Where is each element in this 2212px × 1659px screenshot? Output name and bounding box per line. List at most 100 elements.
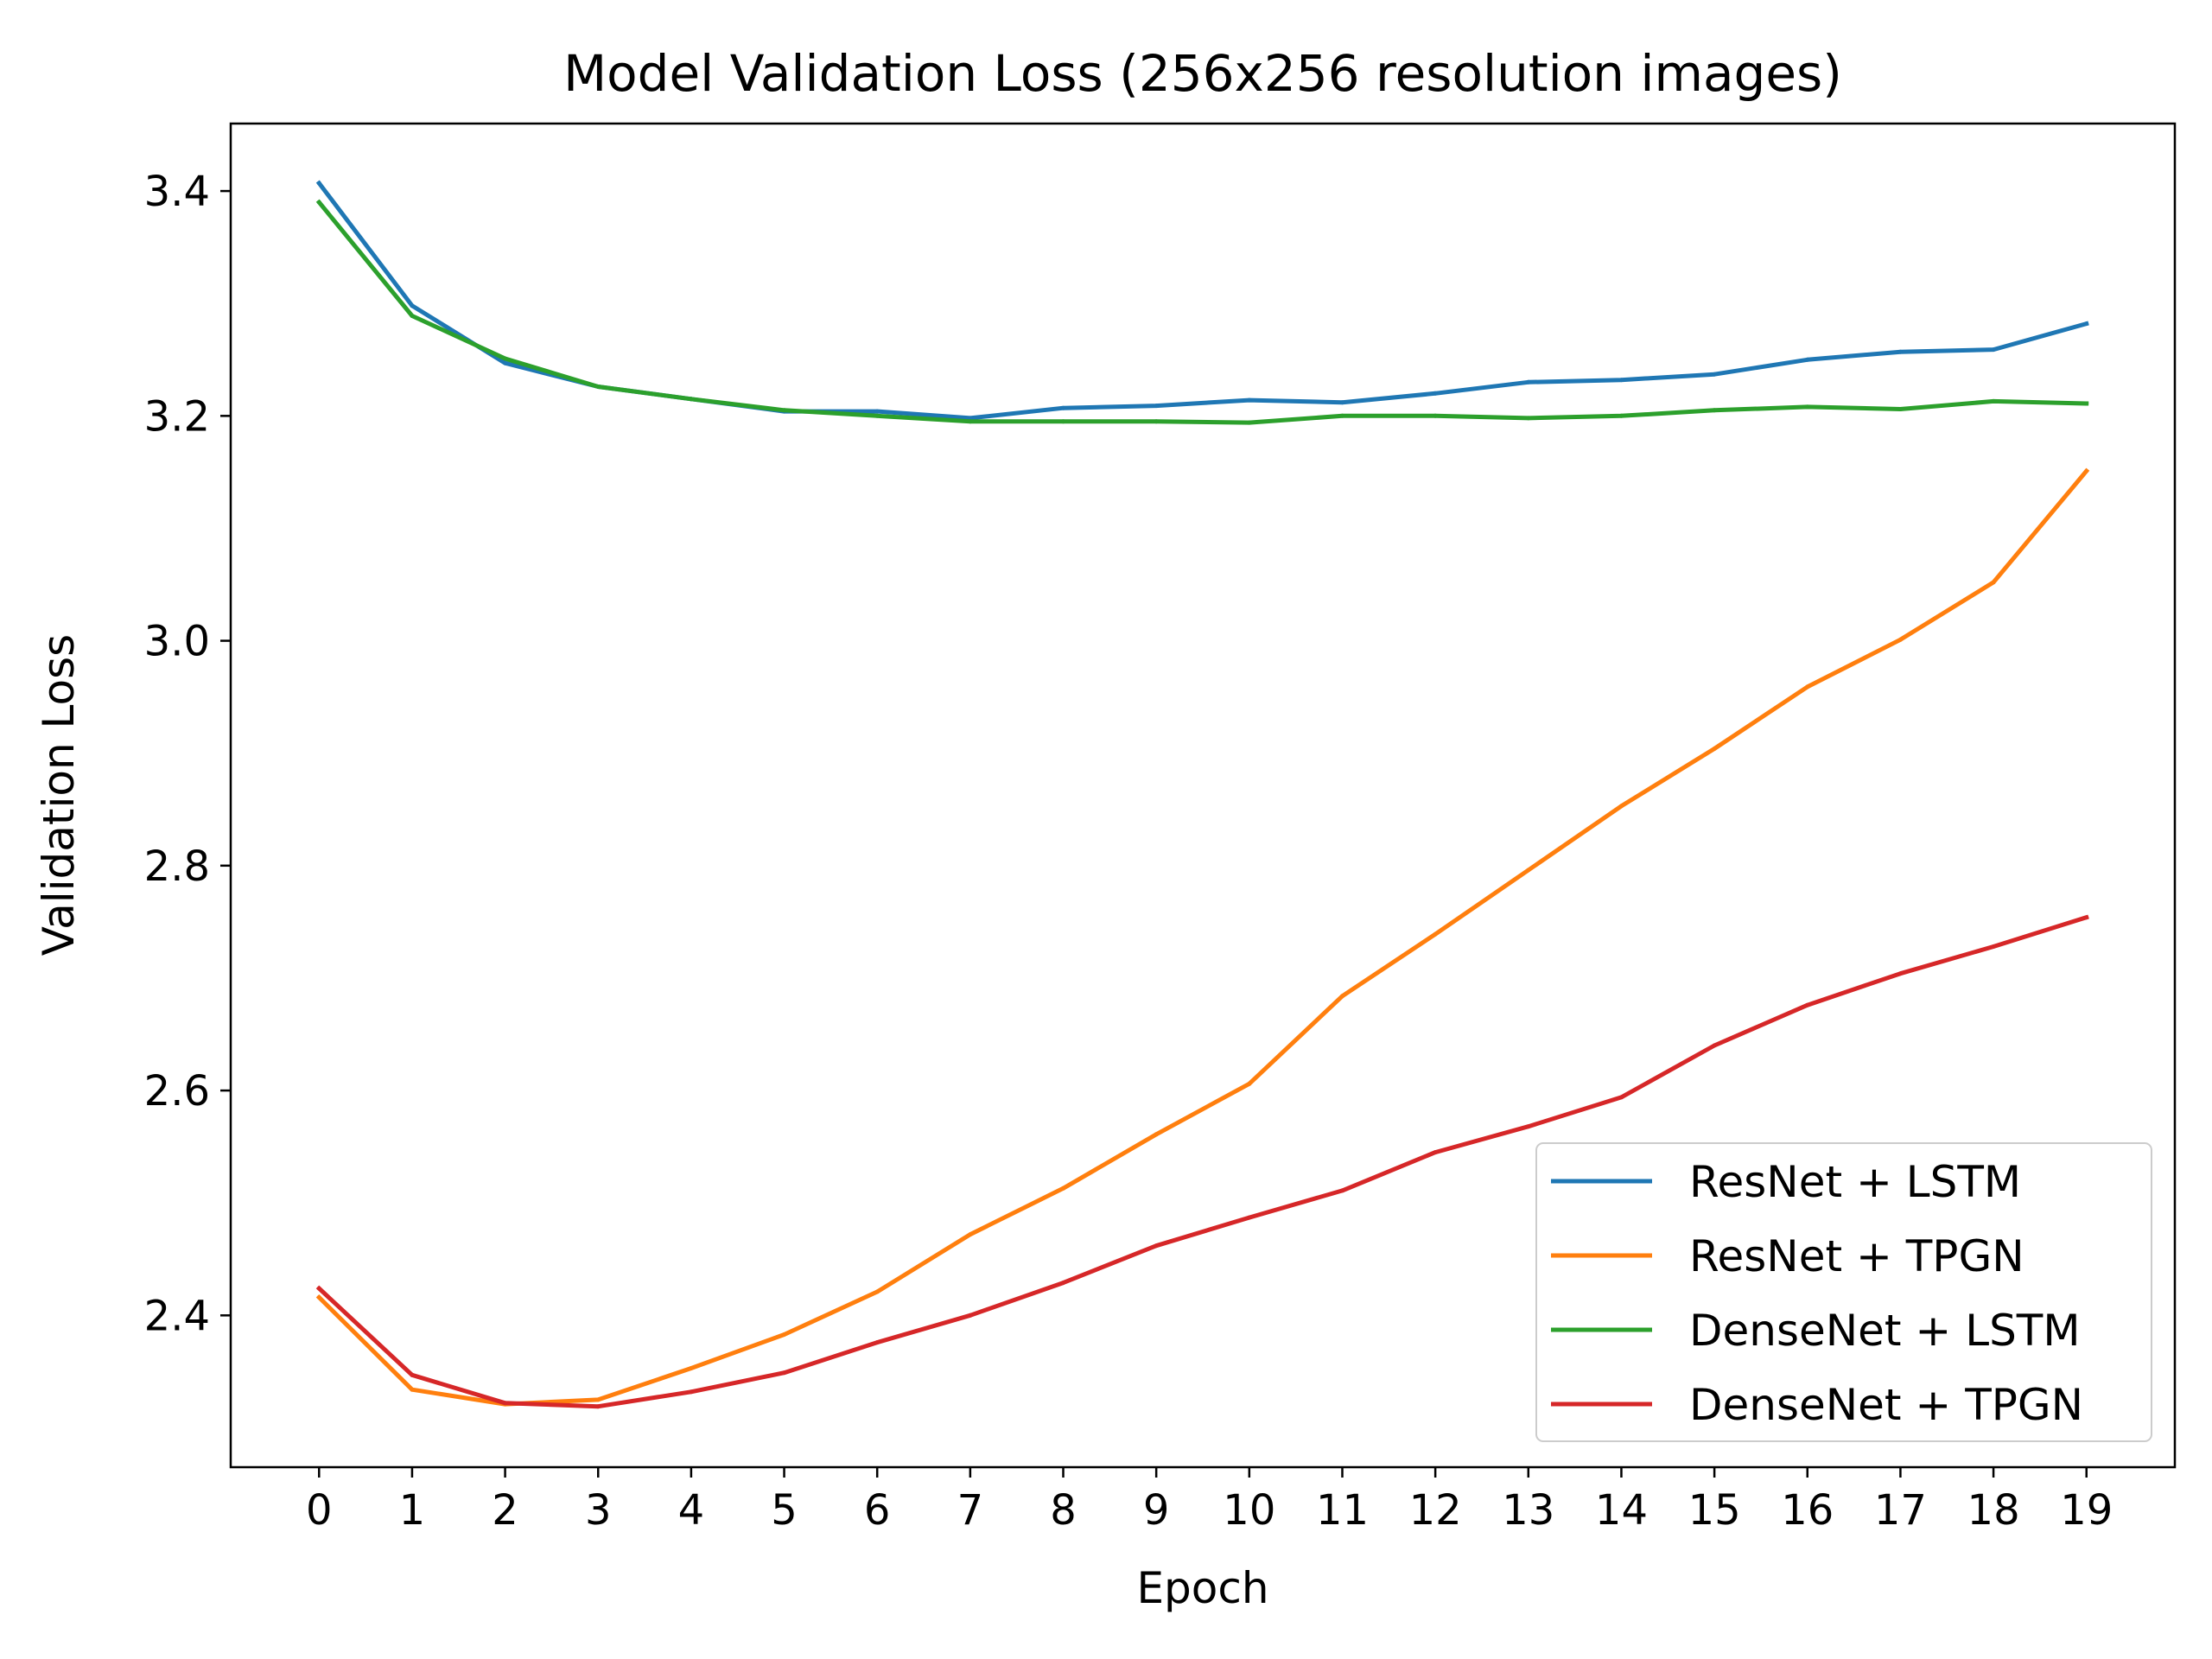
data-point-resnet-tpgn-16 [1805,684,1810,690]
data-point-densenet-lstm-16 [1805,404,1810,410]
y-axis: 2.4 2.6 2.8 3.0 3.2 3.4 [144,168,231,1340]
x-tick-label: 0 [306,1486,333,1535]
data-point-densenet-tpgn-9 [1154,1243,1159,1249]
data-point-resnet-tpgn-6 [874,1289,880,1294]
x-tick-label: 11 [1316,1486,1369,1535]
data-point-resnet-tpgn-13 [1526,868,1531,873]
data-point-densenet-tpgn-12 [1433,1150,1438,1155]
data-point-resnet-tpgn-8 [1061,1185,1065,1191]
data-point-densenet-lstm-10 [1247,420,1252,425]
data-point-resnet-tpgn-3 [595,1397,601,1402]
data-point-resnet-tpgn-14 [1618,804,1624,809]
data-point-densenet-tpgn-1 [410,1372,415,1377]
data-point-resnet-tpgn-1 [410,1387,415,1392]
x-axis-label: Epoch [1136,1563,1268,1613]
data-point-resnet-lstm-1 [410,303,415,308]
data-point-resnet-lstm-2 [503,360,508,365]
y-axis-label: Validation Loss [34,634,84,956]
data-point-resnet-tpgn-0 [316,1295,321,1300]
series-line-densenet-tpgn [315,914,2089,1409]
data-point-densenet-tpgn-13 [1526,1124,1531,1129]
data-point-resnet-tpgn-4 [689,1366,694,1370]
data-point-densenet-tpgn-4 [689,1389,694,1395]
x-tick-label: 17 [1874,1486,1927,1535]
x-tick-label: 5 [771,1486,798,1535]
data-point-densenet-lstm-12 [1433,413,1438,418]
data-point-densenet-lstm-5 [782,408,787,413]
data-point-resnet-lstm-14 [1618,378,1624,383]
data-point-densenet-lstm-3 [595,385,601,389]
x-tick-label: 18 [1967,1486,2020,1535]
data-point-resnet-lstm-7 [968,416,973,421]
data-point-resnet-tpgn-18 [1991,580,1996,585]
x-tick-label: 13 [1502,1486,1554,1535]
data-point-resnet-lstm-12 [1433,391,1438,396]
data-point-resnet-lstm-13 [1526,379,1531,385]
plot-frame [229,122,2177,1469]
data-point-resnet-tpgn-10 [1247,1081,1252,1086]
data-point-resnet-lstm-15 [1712,372,1717,377]
data-point-densenet-tpgn-7 [968,1313,973,1318]
data-point-resnet-tpgn-9 [1154,1132,1159,1137]
y-tick-label: 3.2 [144,392,210,441]
series-line-densenet-lstm [315,199,2089,425]
data-point-densenet-tpgn-14 [1618,1095,1624,1100]
data-point-densenet-lstm-2 [503,356,508,361]
x-tick-label: 7 [957,1486,984,1535]
data-point-densenet-tpgn-18 [1991,944,1996,949]
x-tick-label: 6 [864,1486,891,1535]
chart-title: Model Validation Loss (256x256 resolutio… [563,44,1842,103]
data-point-densenet-tpgn-11 [1340,1188,1344,1193]
data-point-resnet-lstm-0 [316,181,321,186]
legend-box [1535,1142,2152,1442]
y-tick-label: 3.4 [144,168,210,216]
y-tick-label: 3.0 [144,618,210,666]
data-point-densenet-tpgn-10 [1247,1215,1252,1220]
data-point-densenet-lstm-15 [1712,408,1717,413]
data-point-densenet-lstm-8 [1061,419,1065,424]
legend-label-resnet-tpgn: ResNet + TPGN [1689,1231,2024,1281]
x-tick-label: 15 [1688,1486,1741,1535]
data-point-densenet-lstm-11 [1340,413,1344,418]
data-point-resnet-tpgn-7 [968,1232,973,1237]
data-point-densenet-tpgn-5 [782,1370,787,1376]
data-point-densenet-tpgn-17 [1897,971,1903,976]
x-tick-label: 1 [399,1486,426,1535]
data-point-densenet-lstm-14 [1618,413,1624,418]
data-point-resnet-lstm-17 [1897,349,1903,354]
data-point-densenet-lstm-17 [1897,407,1903,411]
legend-label-densenet-tpgn: DenseNet + TPGN [1689,1380,2083,1430]
y-tick-label: 2.8 [144,842,210,891]
x-tick-label: 10 [1223,1486,1275,1535]
x-tick-label: 9 [1143,1486,1170,1535]
x-tick-label: 14 [1595,1486,1648,1535]
data-point-densenet-lstm-1 [410,314,415,318]
series-line-resnet-tpgn [315,467,2090,1407]
series-layer [315,180,2090,1409]
data-point-densenet-lstm-6 [874,413,880,418]
data-point-resnet-tpgn-15 [1712,747,1717,751]
data-point-densenet-lstm-18 [1991,398,1996,404]
data-point-densenet-tpgn-2 [503,1401,508,1406]
data-point-densenet-tpgn-0 [316,1286,321,1291]
x-tick-label: 19 [2060,1486,2113,1535]
data-point-densenet-lstm-13 [1526,416,1531,421]
data-point-resnet-lstm-16 [1805,357,1810,362]
data-point-densenet-tpgn-19 [2084,915,2089,920]
data-point-densenet-tpgn-8 [1061,1281,1065,1286]
data-point-resnet-tpgn-5 [782,1332,787,1337]
data-point-resnet-tpgn-17 [1897,637,1903,642]
x-tick-label: 3 [585,1486,612,1535]
data-point-resnet-tpgn-19 [2084,468,2089,474]
data-point-resnet-lstm-19 [2084,321,2089,327]
data-point-densenet-tpgn-15 [1712,1043,1717,1048]
data-point-resnet-tpgn-12 [1433,931,1438,937]
x-tick-label: 12 [1409,1486,1462,1535]
legend: ResNet + LSTM ResNet + TPGN DenseNet + LST… [1535,1142,2152,1442]
data-point-resnet-tpgn-11 [1340,994,1344,999]
data-point-densenet-lstm-0 [316,200,321,205]
data-point-resnet-lstm-18 [1991,347,1996,353]
y-tick-label: 2.4 [144,1292,210,1340]
data-point-densenet-lstm-7 [968,419,973,424]
x-tick-label: 4 [678,1486,705,1535]
